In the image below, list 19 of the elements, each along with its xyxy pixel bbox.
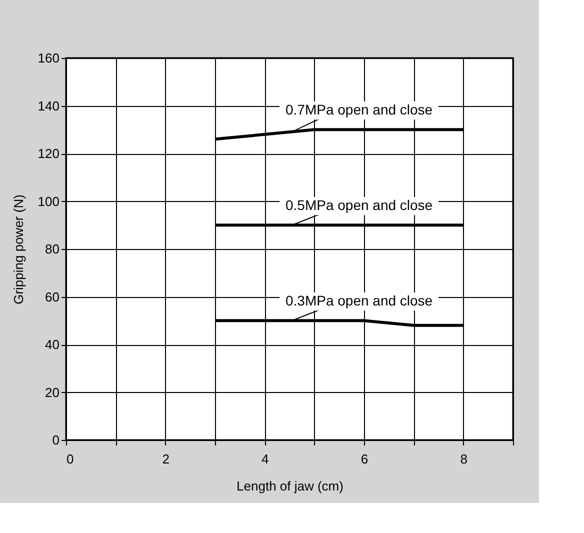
y-tick-label: 140 (38, 98, 60, 114)
x-axis-title: Length of jaw (cm) (236, 478, 344, 494)
y-tick-label: 160 (38, 50, 60, 66)
y-tick-label: 20 (45, 384, 60, 400)
x-tick-label: 4 (262, 452, 269, 466)
y-tick-label: 60 (45, 289, 60, 304)
y-axis-title: Gripping power (N) (10, 194, 26, 304)
x-tick-label: 2 (162, 452, 170, 466)
x-tick-label: 8 (460, 452, 468, 466)
series-label: 0.5MPa open and close (285, 197, 433, 214)
y-tick-label: 120 (38, 146, 60, 161)
x-tick-label: 0 (66, 452, 74, 466)
series-label: 0.7MPa open and close (285, 102, 433, 118)
series-label: 0.3MPa open and close (285, 292, 433, 309)
y-tick-label: 0 (52, 432, 60, 448)
x-tick-label: 6 (360, 452, 368, 466)
y-tick-label: 80 (45, 242, 60, 256)
y-tick-label: 40 (45, 337, 60, 352)
y-tick-label: 100 (38, 194, 60, 209)
